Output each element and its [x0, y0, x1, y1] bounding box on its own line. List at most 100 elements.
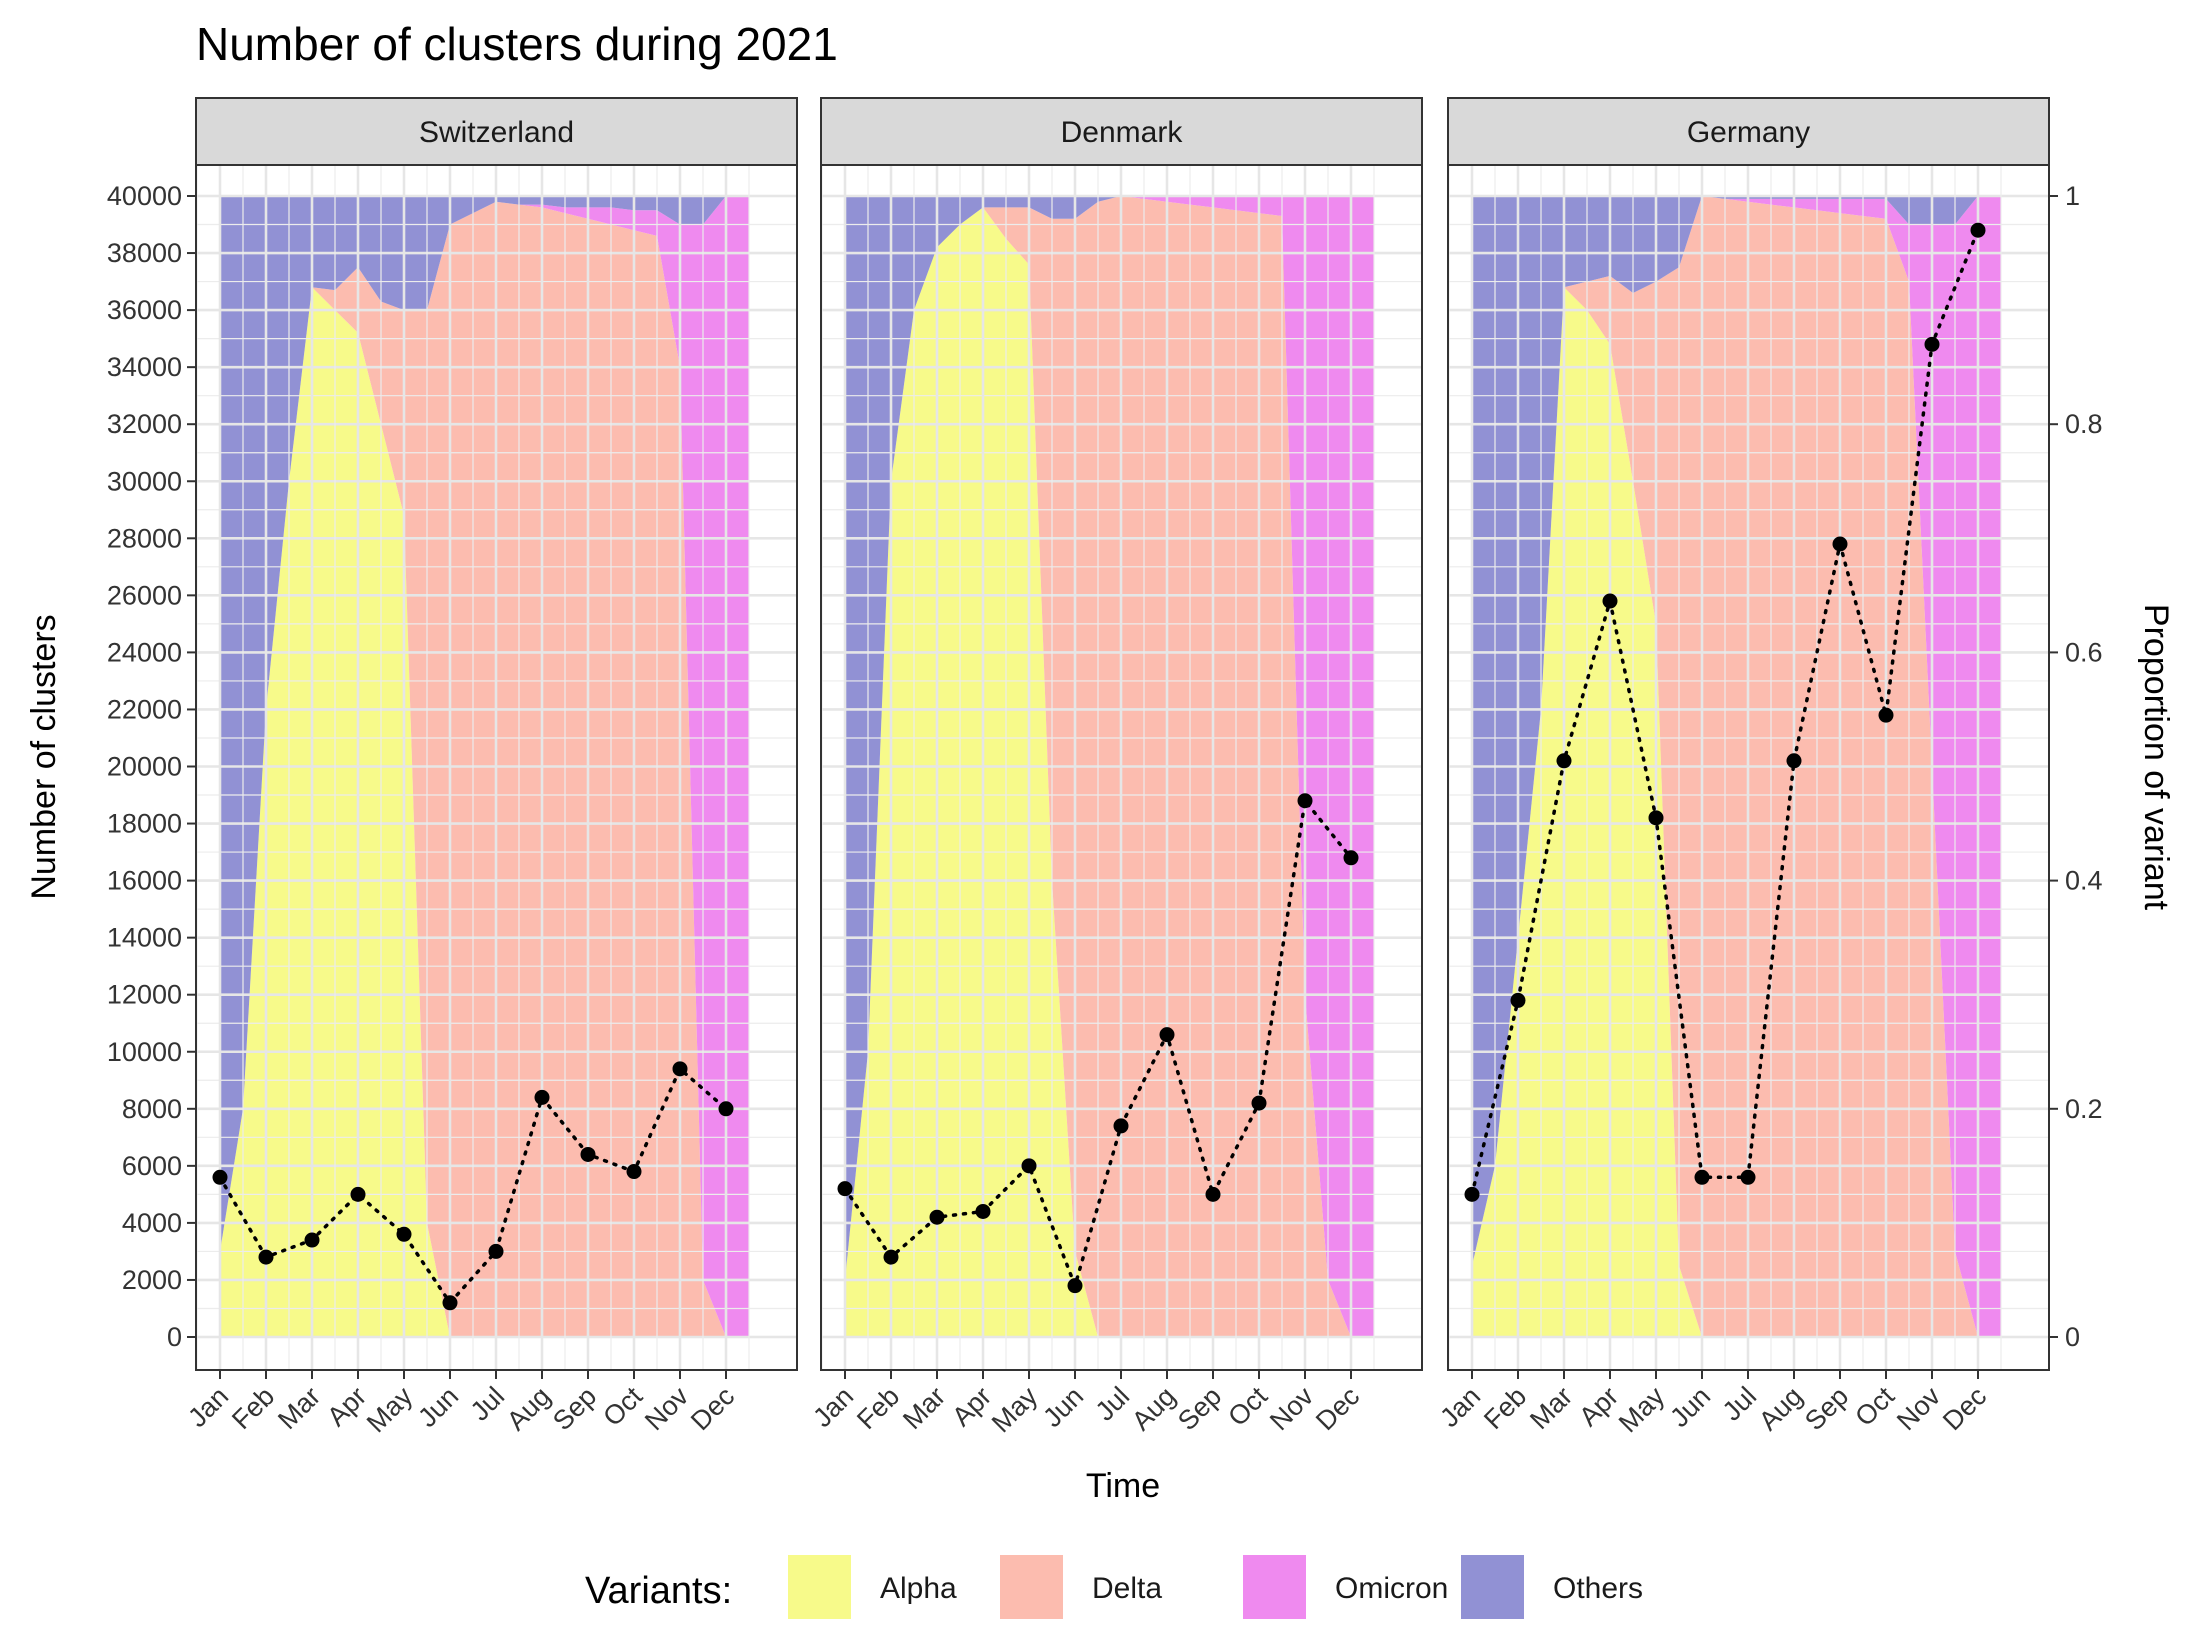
- proportion-point: [1740, 1169, 1756, 1185]
- x-tick-label: Jan: [807, 1381, 859, 1433]
- x-tick-label: Jun: [412, 1381, 464, 1433]
- chart-title: Number of clusters during 2021: [196, 18, 838, 70]
- proportion-point: [1648, 810, 1664, 826]
- x-tick-label: Feb: [851, 1381, 905, 1435]
- proportion-point: [672, 1061, 688, 1077]
- x-axis-title: Time: [1086, 1467, 1160, 1505]
- proportion-point: [837, 1181, 853, 1197]
- x-tick-label: Jun: [1664, 1381, 1716, 1433]
- y-tick-label: 10000: [107, 1037, 182, 1067]
- x-tick-label: Sep: [1799, 1381, 1854, 1436]
- proportion-point: [258, 1249, 274, 1265]
- x-tick-label: Mar: [272, 1381, 326, 1435]
- y-tick-label: 36000: [107, 295, 182, 325]
- legend-label-omicron: Omicron: [1335, 1572, 1448, 1605]
- x-tick-label: Nov: [1264, 1381, 1320, 1437]
- x-tick-label: Oct: [597, 1381, 648, 1432]
- facet-strip-label: Germany: [1687, 116, 1810, 149]
- x-tick-label: Apr: [321, 1381, 372, 1432]
- x-tick-label: Nov: [1891, 1381, 1947, 1437]
- y-tick-label: 40000: [107, 181, 182, 211]
- grid-lines: [196, 165, 797, 1370]
- facet-strip: [1447, 97, 2050, 166]
- proportion-point: [1832, 536, 1848, 552]
- x-tick-label: Dec: [1937, 1381, 1992, 1436]
- x-tick-label: Apr: [1573, 1381, 1624, 1432]
- x-tick-label: Apr: [946, 1381, 997, 1432]
- y-tick-label: 22000: [107, 694, 182, 724]
- proportion-point: [1021, 1158, 1037, 1174]
- x-tick-label: May: [1613, 1381, 1671, 1439]
- legend: Variants: Alpha Delta Omicron Others: [585, 1555, 1643, 1619]
- x-tick-label: May: [361, 1381, 419, 1439]
- area-alpha: [845, 207, 1374, 1337]
- proportion-line: [218, 1066, 728, 1306]
- proportion-point: [1970, 222, 1986, 238]
- x-tick-label: Aug: [1753, 1381, 1808, 1436]
- y2-tick-label: 0: [2065, 1322, 2080, 1352]
- legend-label-delta: Delta: [1092, 1572, 1162, 1605]
- legend-key-delta: [1000, 1555, 1063, 1619]
- proportion-point: [212, 1169, 228, 1185]
- y-tick-label: 14000: [107, 923, 182, 953]
- x-tick-label: Oct: [1222, 1381, 1273, 1432]
- x-tick-label: Jan: [182, 1381, 234, 1433]
- proportion-point: [1113, 1118, 1129, 1134]
- x-tick-label: Sep: [547, 1381, 602, 1436]
- y-tick-label: 0: [167, 1322, 182, 1352]
- legend-key-omicron: [1243, 1555, 1306, 1619]
- proportion-point: [1602, 593, 1618, 609]
- legend-label-alpha: Alpha: [880, 1572, 957, 1605]
- area-others: [220, 196, 749, 1252]
- y-tick-label: 12000: [107, 980, 182, 1010]
- y-tick-label: 20000: [107, 752, 182, 782]
- x-tick-label: Mar: [897, 1381, 951, 1435]
- proportion-point: [442, 1295, 458, 1311]
- proportion-point: [1694, 1169, 1710, 1185]
- x-tick-label: Oct: [1849, 1381, 1900, 1432]
- proportion-point: [1464, 1186, 1480, 1202]
- proportion-point: [396, 1226, 412, 1242]
- y-tick-label: 24000: [107, 637, 182, 667]
- facet-strip: [195, 97, 798, 166]
- x-tick-label: Dec: [685, 1381, 740, 1436]
- proportion-point: [929, 1209, 945, 1225]
- proportion-point: [1159, 1027, 1175, 1043]
- proportion-point: [1878, 707, 1894, 723]
- secondary-y-axis-title: Proportion of variant: [2137, 604, 2175, 911]
- y-tick-label: 16000: [107, 866, 182, 896]
- facet-strip: [820, 97, 1423, 166]
- grid-lines: [821, 165, 1422, 1370]
- legend-key-others: [1461, 1555, 1524, 1619]
- proportion-point: [1924, 336, 1940, 352]
- y-tick-label: 4000: [122, 1208, 182, 1238]
- proportion-point: [883, 1249, 899, 1265]
- x-tick-label: Dec: [1310, 1381, 1365, 1436]
- y2-tick-label: 1: [2065, 181, 2080, 211]
- proportion-point: [350, 1186, 366, 1202]
- area-others: [1472, 196, 2001, 1266]
- proportion-point: [1251, 1095, 1267, 1111]
- x-tick-label: Mar: [1524, 1381, 1578, 1435]
- proportion-point: [1786, 753, 1802, 769]
- secondary-y-axis: 0 0.2 0.4 0.6 0.8 1: [2049, 181, 2103, 1352]
- y-tick-label: 18000: [107, 809, 182, 839]
- area-others: [845, 196, 1374, 1280]
- y2-tick-label: 0.4: [2065, 866, 2103, 896]
- y-axis-title: Number of clusters: [25, 614, 63, 899]
- proportion-line: [1470, 228, 1980, 1197]
- grid-lines: [1448, 165, 2049, 1370]
- area-delta: [220, 201, 749, 1338]
- legend-title: Variants:: [585, 1570, 732, 1612]
- y-tick-label: 34000: [107, 352, 182, 382]
- x-tick-label: Jun: [1037, 1381, 1089, 1433]
- facet-strip-label: Switzerland: [419, 116, 574, 149]
- x-tick-label: Aug: [501, 1381, 556, 1436]
- proportion-line: [843, 796, 1353, 1292]
- proportion-point: [718, 1101, 734, 1117]
